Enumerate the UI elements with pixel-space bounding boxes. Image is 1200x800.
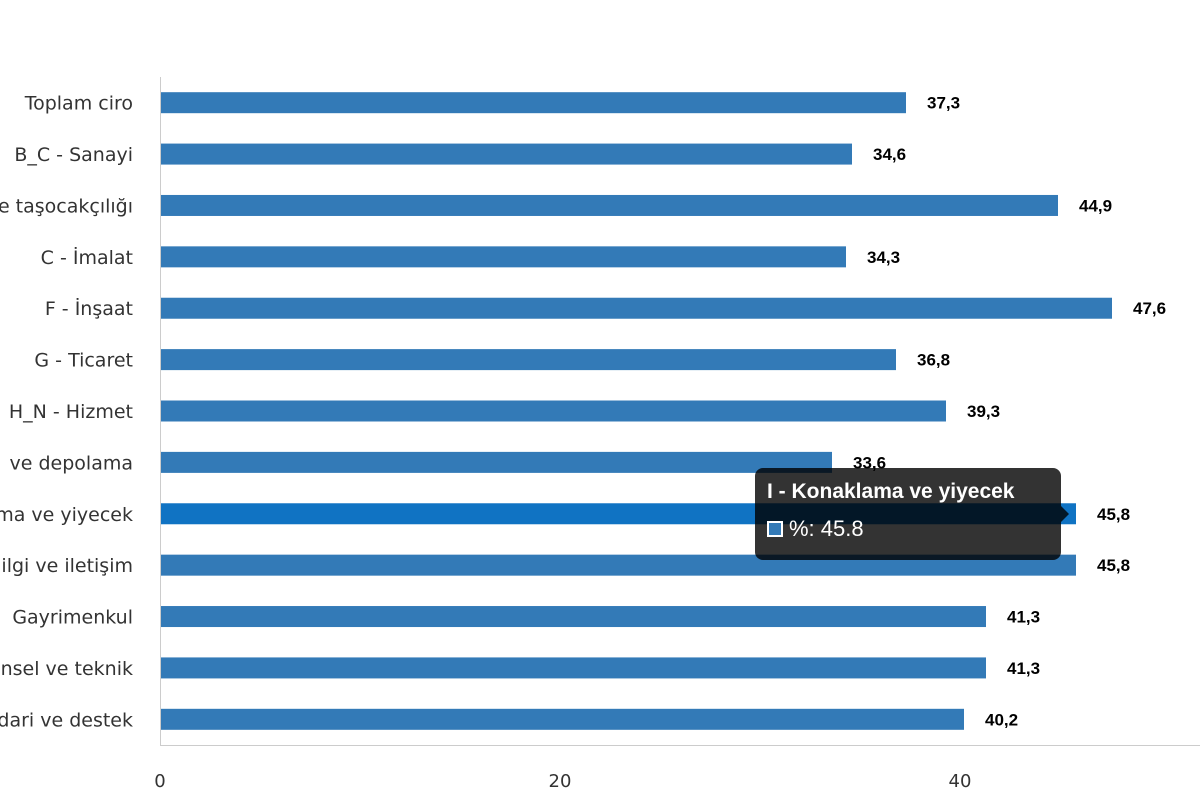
data-label: 47,6 (1133, 299, 1166, 318)
category-labels: Toplam ciro B_C - Sanayi e taşocakçılığı C … (0, 93, 133, 732)
category-label: B_C - Sanayi (14, 144, 133, 166)
bar[interactable] (160, 194, 1058, 216)
axes: 0 20 40 (154, 77, 1200, 792)
data-label: 39,3 (967, 402, 1000, 421)
x-tick-label: 40 (949, 771, 972, 792)
bar[interactable] (160, 297, 1112, 319)
x-tick-label: 0 (154, 771, 165, 792)
bar[interactable] (160, 349, 896, 371)
data-label: 45,8 (1097, 505, 1130, 524)
category-label: C - İmalat (41, 246, 133, 269)
category-label: ve depolama (10, 452, 133, 474)
tooltip-series-value: %: 45.8 (789, 516, 864, 541)
tooltip-row: %: 45.8 (767, 516, 1049, 542)
category-label: H_N - Hizmet (9, 401, 133, 423)
category-label: ilgi ve iletişim (1, 555, 133, 577)
category-label: G - Ticaret (34, 350, 133, 372)
bar[interactable] (160, 708, 964, 730)
tooltip-title: I - Konaklama ve yiyecek (767, 480, 1015, 503)
tooltip-caret (1061, 506, 1069, 522)
data-label: 40,2 (985, 710, 1018, 729)
data-label: 36,8 (917, 351, 950, 370)
category-label: dari ve destek (0, 709, 133, 731)
bar[interactable] (160, 92, 906, 114)
bar[interactable] (160, 657, 986, 679)
category-label: Toplam ciro (24, 93, 133, 115)
bars-layer (160, 92, 1112, 730)
category-label: F - İnşaat (45, 297, 133, 320)
bar[interactable] (160, 143, 852, 165)
bar[interactable] (160, 606, 986, 628)
bar[interactable] (160, 246, 846, 268)
chart-tooltip: I - Konaklama ve yiyecek %: 45.8 (755, 468, 1069, 560)
x-tick-label: 20 (549, 771, 572, 792)
data-label: 41,3 (1007, 608, 1040, 627)
tooltip-series-swatch (767, 521, 783, 537)
data-label: 45,8 (1097, 556, 1130, 575)
data-label: 41,3 (1007, 659, 1040, 678)
category-label: nsel ve teknik (1, 658, 133, 680)
data-label: 37,3 (927, 94, 960, 113)
data-label: 44,9 (1079, 196, 1112, 215)
bar[interactable] (160, 451, 832, 473)
bar[interactable] (160, 400, 946, 422)
category-label: e taşocakçılığı (0, 195, 133, 217)
data-label: 34,3 (867, 248, 900, 267)
category-label: ma ve yiyecek (0, 504, 133, 526)
data-labels: 37,3 34,6 44,9 34,3 47,6 36,8 39,3 33,6 45,8 45,8… (853, 94, 1166, 730)
data-label: 34,6 (873, 145, 906, 164)
category-label: Gayrimenkul (12, 607, 133, 629)
data-label: 33,6 (853, 453, 886, 472)
